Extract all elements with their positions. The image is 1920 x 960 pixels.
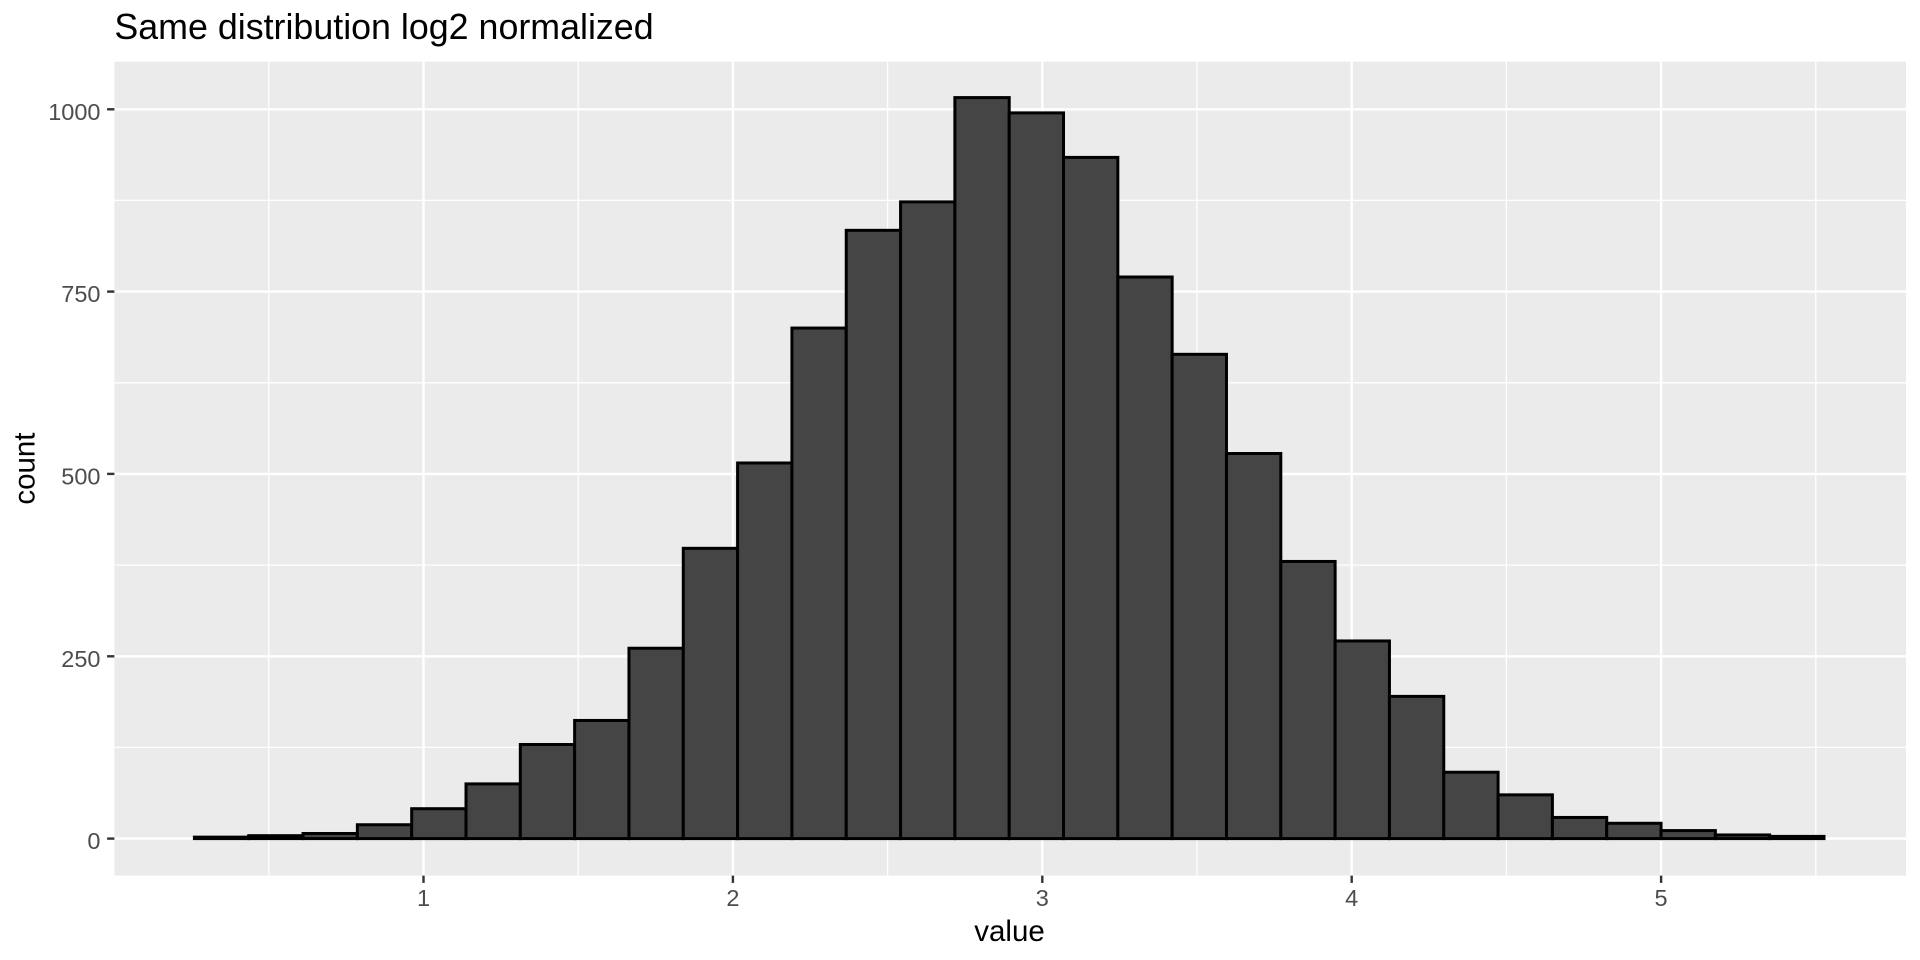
svg-text:1000: 1000 <box>48 99 100 125</box>
svg-text:value: value <box>974 915 1045 948</box>
svg-text:2: 2 <box>726 885 739 911</box>
svg-text:750: 750 <box>61 281 100 307</box>
svg-text:5: 5 <box>1655 885 1668 911</box>
svg-text:Same distribution log2 normali: Same distribution log2 normalized <box>114 7 653 47</box>
svg-text:4: 4 <box>1345 885 1358 911</box>
svg-text:0: 0 <box>87 828 100 854</box>
svg-text:count: count <box>9 433 42 505</box>
svg-text:1: 1 <box>417 885 430 911</box>
svg-text:250: 250 <box>61 646 100 672</box>
svg-text:500: 500 <box>61 464 100 490</box>
svg-text:3: 3 <box>1036 885 1049 911</box>
